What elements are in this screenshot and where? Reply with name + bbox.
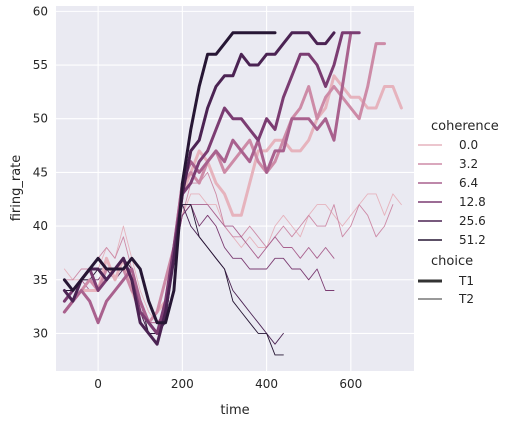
x-tick-label: 200 [171, 377, 194, 391]
legend-title-choice: choice [431, 254, 473, 269]
legend-title-coherence: coherence [431, 119, 499, 134]
tick-labels: 0 200 400 600 30 35 40 45 50 55 60 [33, 4, 363, 391]
y-tick-label: 60 [33, 4, 48, 18]
y-tick-label: 45 [33, 165, 48, 179]
y-tick-label: 30 [33, 326, 48, 340]
series-line-t1-coherence-25-6 [62, 31, 336, 346]
series-line-t1-coherence-0-0 [62, 74, 403, 325]
legend-label-coherence: 25.6 [459, 214, 486, 228]
legend-label-coherence: 51.2 [459, 233, 486, 247]
y-tick-label: 35 [33, 273, 48, 287]
series-line-t1-coherence-6-4 [62, 31, 353, 335]
legend-label-choice: T1 [458, 274, 474, 288]
series-line-t2-coherence-3-2 [63, 171, 394, 324]
legend-label-coherence: 0.0 [459, 138, 478, 152]
legend-label-choice: T2 [458, 292, 474, 306]
x-tick-label: 0 [94, 377, 102, 391]
legend-label-coherence: 6.4 [459, 176, 478, 190]
x-tick-label: 600 [339, 377, 362, 391]
legend-label-coherence: 3.2 [459, 157, 478, 171]
x-tick-label: 400 [255, 377, 278, 391]
legend: coherence 0.0 3.2 6.4 12.8 25.6 51.2 choice T… [418, 119, 499, 306]
y-tick-label: 40 [33, 219, 48, 233]
plot-background [56, 6, 414, 371]
x-axis-label: time [220, 403, 249, 418]
y-axis-label: firing_rate [9, 155, 24, 222]
y-tick-label: 50 [33, 112, 48, 126]
legend-label-coherence: 12.8 [459, 195, 486, 209]
y-tick-label: 55 [33, 58, 48, 72]
series-line-t1-coherence-51-2 [62, 31, 277, 325]
series-lines [62, 31, 403, 356]
